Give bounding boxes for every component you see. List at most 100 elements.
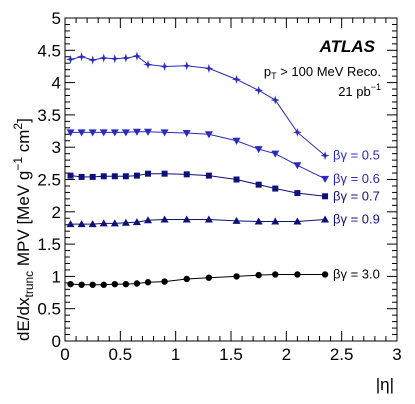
- data-point: [293, 217, 302, 225]
- data-point: [182, 61, 192, 71]
- x-tick-labels: 0 0.5 1 1.5 2 2.5 3: [60, 345, 401, 364]
- series-triangle-down: [66, 128, 330, 183]
- series-square: [67, 170, 329, 200]
- data-point: [88, 129, 97, 137]
- data-point: [88, 55, 98, 65]
- data-point: [204, 63, 214, 73]
- data-point: [88, 220, 97, 228]
- y-label-unit-close: ]: [14, 118, 33, 123]
- data-point: [121, 218, 130, 226]
- data-point: [204, 131, 213, 139]
- data-point: [320, 151, 330, 161]
- data-point: [232, 216, 241, 224]
- data-point: [254, 146, 263, 154]
- y-tick-label: 5: [52, 9, 61, 28]
- data-point: [143, 60, 153, 70]
- y-tick-labels: 0 0.5 1 1.5 2 2.5 3 3.5 4 4.5 5: [37, 9, 61, 351]
- data-point: [205, 172, 212, 179]
- data-point: [233, 176, 240, 183]
- data-point: [271, 217, 280, 225]
- y-tick-label: 4: [52, 74, 61, 93]
- data-point: [255, 271, 262, 279]
- y-tick-label: 0: [52, 332, 61, 351]
- x-axis-label: |η|: [376, 375, 394, 394]
- data-point: [321, 175, 330, 183]
- series-triangle-up: [66, 215, 330, 228]
- data-point: [111, 280, 119, 288]
- data-point: [132, 51, 142, 61]
- data-point: [160, 215, 169, 223]
- luminosity-value: 21 pb: [338, 84, 371, 99]
- y-label-sup2: 2: [11, 123, 25, 130]
- x-tick-label: 2: [282, 345, 291, 364]
- x-tick-label: 1.5: [219, 345, 243, 364]
- y-tick-label: 1.5: [37, 235, 61, 254]
- data-point: [321, 215, 330, 223]
- y-tick-label: 3.5: [37, 106, 61, 125]
- y-tick-label: 3: [52, 138, 61, 157]
- data-point: [100, 173, 107, 180]
- data-point: [110, 54, 120, 64]
- x-tick-label: 2.5: [330, 345, 354, 364]
- luminosity-label: 21 pb−1: [338, 82, 381, 99]
- series-star: [66, 51, 330, 161]
- data-point: [77, 52, 87, 62]
- data-point: [66, 54, 76, 64]
- data-point: [183, 171, 190, 178]
- data-point: [132, 128, 141, 136]
- series-label: βγ = 0.9: [333, 212, 380, 227]
- data-point: [122, 280, 130, 288]
- data-point: [89, 281, 96, 288]
- data-point: [160, 61, 170, 71]
- data-point: [78, 173, 85, 180]
- y-axis-label: dE/dxtrunc MPV [MeV g−1 cm2]: [11, 118, 36, 341]
- data-point: [254, 85, 264, 95]
- pt-cut-sub: T: [271, 71, 277, 81]
- data-point: [161, 278, 168, 285]
- data-point: [183, 275, 190, 283]
- data-point: [254, 217, 263, 225]
- data-point: [77, 220, 86, 228]
- data-point: [160, 129, 169, 137]
- data-point: [144, 216, 152, 224]
- data-point: [132, 218, 141, 226]
- y-tick-label: 2.5: [37, 171, 61, 190]
- series-line: [70, 219, 326, 225]
- data-point: [182, 215, 191, 223]
- data-point: [270, 95, 280, 105]
- data-point: [67, 280, 74, 288]
- y-label-main: dE/dx: [14, 297, 33, 341]
- y-label-sub: trunc: [22, 271, 36, 298]
- x-tick-label: 3: [392, 345, 401, 364]
- series-line: [70, 173, 326, 197]
- data-point: [321, 271, 329, 278]
- y-tick-label: 0.5: [37, 300, 61, 319]
- data-point: [271, 150, 280, 158]
- series-label: βγ = 0.6: [333, 171, 380, 186]
- data-point: [204, 215, 213, 223]
- y-tick-label: 4.5: [37, 41, 61, 60]
- y-tick-label: 1: [52, 267, 61, 286]
- data-point: [99, 219, 108, 227]
- data-point: [99, 129, 108, 137]
- luminosity-sup: −1: [371, 82, 381, 92]
- data-point: [182, 129, 191, 137]
- data-point: [322, 193, 329, 200]
- y-label-sup1: −1: [11, 157, 25, 171]
- data-point: [255, 181, 262, 188]
- data-point: [110, 219, 119, 227]
- y-tick-label: 2: [52, 203, 61, 222]
- data-point: [292, 127, 302, 137]
- data-point: [272, 271, 279, 278]
- series-line: [70, 55, 326, 156]
- data-point: [293, 162, 302, 170]
- data-point: [122, 173, 129, 180]
- data-point: [272, 185, 279, 192]
- pt-cut-label: pT > 100 MeV Reco.: [264, 64, 381, 81]
- data-point: [133, 280, 141, 287]
- series-group: [66, 51, 330, 288]
- data-point: [294, 271, 301, 278]
- x-tick-label: 0: [60, 345, 69, 364]
- series-labels: βγ = 0.5 βγ = 0.6 βγ = 0.7 βγ = 0.9 βγ = 3.0: [333, 148, 380, 282]
